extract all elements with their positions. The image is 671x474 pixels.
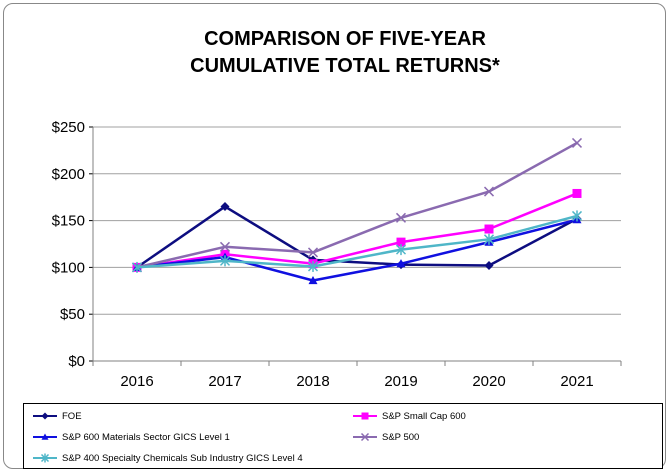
y-tick-label-100: $100 — [52, 259, 85, 276]
x-tick-label-2018: 2018 — [296, 373, 329, 390]
legend-marker-foe — [41, 412, 49, 420]
legend-marker-sp-600-materials-sector-gics-level-1 — [41, 433, 49, 440]
point-sp-small-cap-600-2020 — [484, 224, 494, 234]
point-sp-600-materials-sector-gics-level-1-2019 — [396, 259, 406, 268]
point-sp-small-cap-600-2019 — [396, 237, 406, 247]
legend-label-sp-400-specialty-chemicals: S&P 400 Specialty Chemicals Sub Industry… — [62, 452, 303, 464]
chart-svg: COMPARISON OF FIVE-YEAR CUMULATIVE TOTAL… — [52, 28, 622, 390]
point-sp-500-2020 — [483, 186, 495, 197]
point-sp-500-2021 — [571, 137, 583, 148]
point-sp-small-cap-600-2021 — [572, 188, 582, 198]
legend-label-sp-small-cap-600: S&P Small Cap 600 — [382, 410, 466, 422]
y-tick-label-200: $200 — [52, 166, 85, 183]
x-tick-label-2016: 2016 — [120, 373, 153, 390]
chart-title-line-1: COMPARISON OF FIVE-YEAR — [204, 28, 486, 50]
point-sp-400-specialty-chemicals-sub-industry-gics-level-4-2017 — [219, 255, 231, 267]
point-sp-500-2018 — [307, 247, 319, 258]
point-sp-500-2019 — [395, 212, 407, 223]
point-foe-2017 — [220, 202, 230, 212]
series-line-foe — [136, 205, 578, 269]
point-sp-500-2017 — [219, 241, 231, 252]
legend-swatch-foe — [33, 412, 57, 420]
legend-label-foe: FOE — [62, 410, 82, 422]
legend-item-sp-small-cap-600: S&P Small Cap 600 — [352, 408, 466, 424]
point-sp-400-specialty-chemicals-sub-industry-gics-level-4-2016 — [131, 261, 143, 273]
point-sp-600-materials-sector-gics-level-1-2018 — [308, 276, 318, 285]
legend-swatch-sp-600-materials — [33, 433, 57, 440]
series-line-sp-600-materials-sector-gics-level-1 — [136, 218, 578, 282]
chart-title-line-2: CUMULATIVE TOTAL RETURNS* — [190, 55, 500, 77]
legend-swatch-sp-400-specialty-chemicals — [33, 453, 57, 463]
series-lines — [131, 137, 583, 285]
legend-item-sp-500: S&P 500 — [352, 429, 419, 445]
legend-item-sp-600-materials: S&P 600 Materials Sector GICS Level 1 — [32, 429, 230, 445]
legend-marker-sp-400-specialty-chemicals-sub-industry-gics-level-4 — [40, 453, 50, 463]
x-tick-label-2021: 2021 — [560, 373, 593, 390]
legend-item-sp-400-specialty-chemicals: S&P 400 Specialty Chemicals Sub Industry… — [32, 450, 303, 466]
axes: $0 $50 $100 $150 $200 $250 2016 2017 2018 2019 202… — [52, 119, 622, 390]
point-sp-400-specialty-chemicals-sub-industry-gics-level-4-2020 — [483, 233, 495, 245]
point-sp-500-2019-stroke-b — [395, 212, 407, 223]
legend-marker-sp-500-stroke-b — [360, 432, 370, 442]
series-sp-400-specialty-chemicals-sub-industry-gics-level-4 — [131, 210, 583, 273]
point-foe-2020 — [484, 261, 494, 271]
legend-item-foe: FOE — [32, 408, 82, 424]
point-sp-400-specialty-chemicals-sub-industry-gics-level-4-2019 — [395, 244, 407, 256]
y-tick-label-150: $150 — [52, 213, 85, 230]
legend-swatch-sp-500 — [353, 432, 377, 442]
x-tick-label-2019: 2019 — [384, 373, 417, 390]
legend-label-sp-600-materials: S&P 600 Materials Sector GICS Level 1 — [62, 431, 230, 443]
x-tick-label-2020: 2020 — [472, 373, 505, 390]
legend: FOE S&P Small Cap 600 S&P 600 Materials … — [23, 403, 663, 469]
point-sp-500-2018-stroke-b — [307, 247, 319, 258]
legend-marker-sp-small-cap-600 — [361, 412, 369, 420]
x-tick-label-2017: 2017 — [208, 373, 241, 390]
point-sp-400-specialty-chemicals-sub-industry-gics-level-4-2018 — [307, 260, 319, 272]
series-sp-600-materials-sector-gics-level-1 — [132, 215, 582, 285]
y-tick-label-250: $250 — [52, 119, 85, 136]
series-line-sp-small-cap-600 — [136, 192, 578, 269]
point-sp-500-2020-stroke-b — [483, 186, 495, 197]
chart-frame: COMPARISON OF FIVE-YEAR CUMULATIVE TOTAL… — [3, 3, 666, 469]
legend-swatch-sp-small-cap-600 — [353, 412, 377, 420]
legend-marker-sp-500 — [360, 432, 370, 442]
series-line-sp-400-specialty-chemicals-sub-industry-gics-level-4 — [136, 214, 578, 269]
point-sp-400-specialty-chemicals-sub-industry-gics-level-4-2021 — [571, 210, 583, 222]
point-sp-500-2017-stroke-b — [219, 241, 231, 252]
y-tick-label-0: $0 — [68, 353, 85, 370]
legend-label-sp-500: S&P 500 — [382, 431, 420, 443]
gridlines — [93, 126, 621, 315]
y-tick-label-50: $50 — [60, 306, 85, 323]
point-sp-500-2021-stroke-b — [571, 137, 583, 148]
series-line-sp-500 — [136, 141, 578, 269]
